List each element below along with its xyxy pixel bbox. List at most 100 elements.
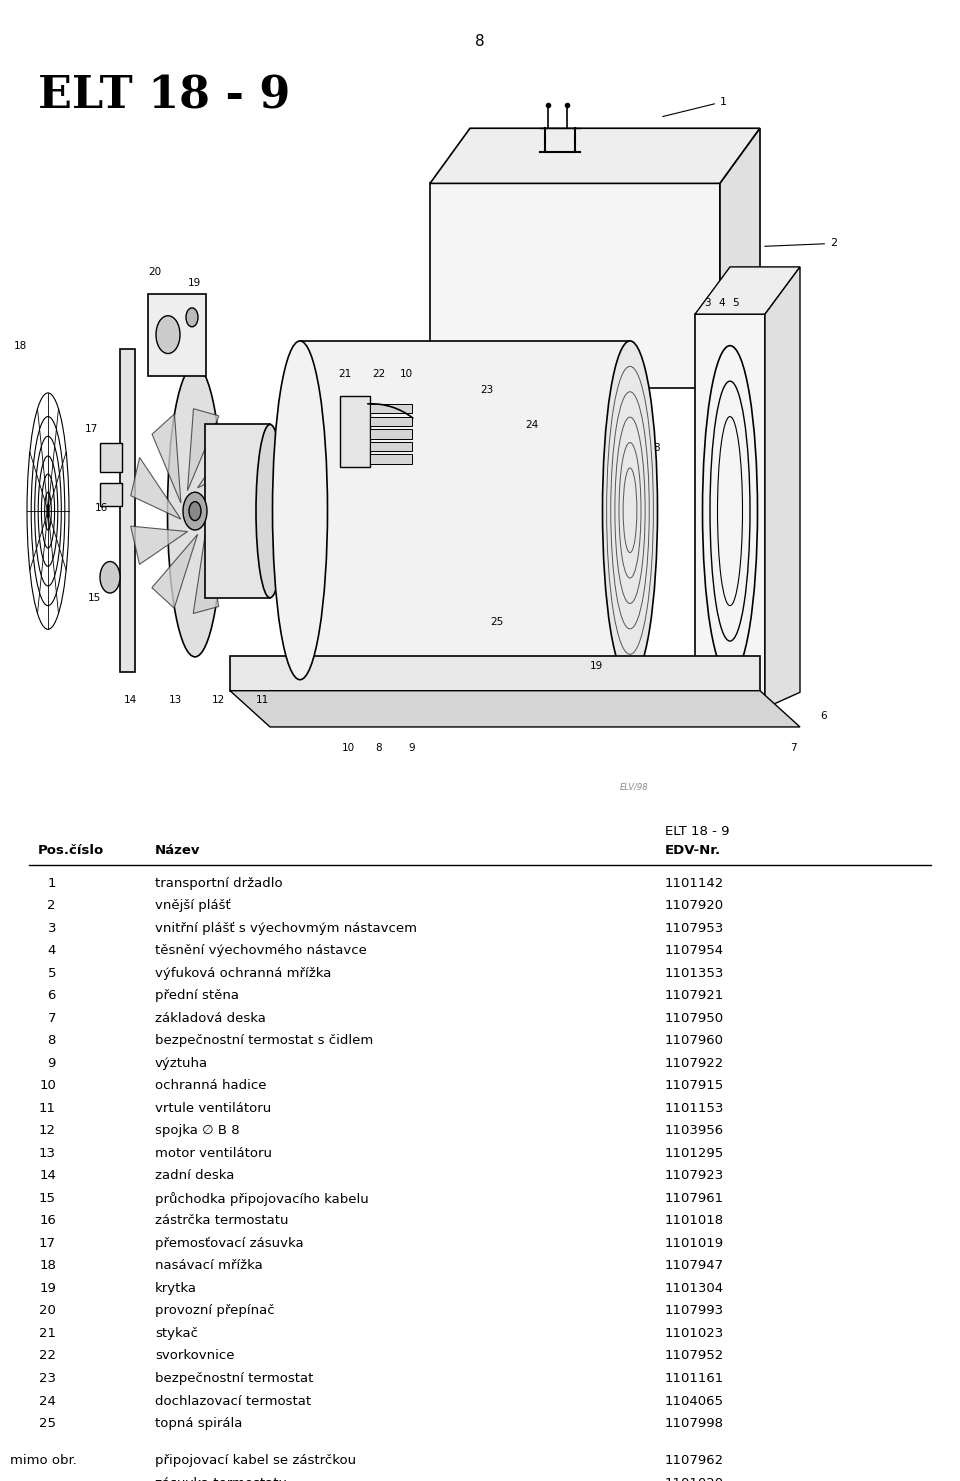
Text: 1101018: 1101018 (665, 1214, 724, 1228)
Polygon shape (152, 415, 180, 504)
Bar (370, 441, 412, 452)
Text: 1101295: 1101295 (665, 1146, 724, 1160)
Text: 18: 18 (39, 1259, 56, 1272)
Text: spojka ∅ B 8: spojka ∅ B 8 (155, 1124, 240, 1137)
Text: EDV-Nr.: EDV-Nr. (665, 844, 721, 857)
Polygon shape (720, 129, 760, 388)
Text: 20: 20 (39, 1305, 56, 1318)
Text: výfuková ochranná mřížka: výfuková ochranná mřížka (155, 967, 331, 980)
Text: 6: 6 (48, 989, 56, 1003)
Text: 23: 23 (480, 385, 493, 395)
Polygon shape (131, 526, 187, 564)
Polygon shape (210, 511, 252, 591)
Text: topná spirála: topná spirála (155, 1417, 242, 1431)
Text: 16: 16 (95, 504, 108, 512)
Text: 23: 23 (39, 1371, 56, 1385)
Bar (205, 425, 270, 598)
Text: 8: 8 (475, 34, 485, 49)
Text: 25: 25 (39, 1417, 56, 1431)
Text: 1101161: 1101161 (665, 1371, 724, 1385)
Polygon shape (430, 129, 760, 184)
Bar (695, 314, 765, 708)
Text: 1107962: 1107962 (665, 1454, 724, 1468)
Bar (230, 656, 760, 690)
Text: 1: 1 (662, 96, 727, 117)
Text: 1107998: 1107998 (665, 1417, 724, 1431)
Ellipse shape (603, 341, 658, 680)
Text: 14: 14 (39, 1170, 56, 1182)
Text: 10: 10 (39, 1080, 56, 1093)
Polygon shape (193, 526, 219, 613)
Text: 2: 2 (47, 899, 56, 912)
Bar (100, 443, 122, 472)
Text: 21: 21 (39, 1327, 56, 1340)
Text: 1107952: 1107952 (665, 1349, 724, 1363)
Circle shape (189, 502, 201, 520)
Text: 1107961: 1107961 (665, 1192, 724, 1206)
Polygon shape (695, 267, 800, 314)
Text: 5: 5 (47, 967, 56, 980)
Bar (370, 404, 412, 413)
Text: 1103956: 1103956 (665, 1124, 724, 1137)
Text: přední stěna: přední stěna (155, 989, 239, 1003)
Bar (370, 455, 412, 464)
Text: 22: 22 (39, 1349, 56, 1363)
Text: dochlazovací termostat: dochlazovací termostat (155, 1395, 311, 1407)
Text: krytka: krytka (155, 1283, 197, 1294)
Text: 24: 24 (525, 419, 539, 429)
Text: 2: 2 (765, 238, 837, 249)
Text: 1107950: 1107950 (665, 1012, 724, 1025)
Text: Pos.číslo: Pos.číslo (38, 844, 105, 857)
Text: 1107920: 1107920 (665, 899, 724, 912)
Circle shape (156, 315, 180, 354)
Text: zadní deska: zadní deska (155, 1170, 234, 1182)
Text: 4: 4 (48, 945, 56, 957)
Circle shape (183, 492, 207, 530)
Text: ELV/98: ELV/98 (620, 783, 649, 792)
Text: svorkovnice: svorkovnice (155, 1349, 234, 1363)
Bar (430, 184, 720, 388)
Text: 8: 8 (653, 443, 660, 453)
Text: základová deska: základová deska (155, 1012, 266, 1025)
Text: 1107953: 1107953 (665, 921, 724, 935)
Text: 3: 3 (47, 921, 56, 935)
Text: 1101019: 1101019 (665, 1237, 724, 1250)
Text: 10: 10 (342, 742, 355, 752)
Text: 1101142: 1101142 (665, 877, 724, 890)
Polygon shape (187, 409, 219, 490)
Text: 19: 19 (39, 1283, 56, 1294)
Text: 19: 19 (590, 661, 603, 671)
Text: stykač: stykač (155, 1327, 198, 1340)
Text: Název: Název (155, 844, 201, 857)
Text: 4: 4 (718, 298, 725, 308)
Text: 22: 22 (372, 369, 385, 379)
Text: 6: 6 (820, 711, 827, 721)
Circle shape (100, 561, 120, 592)
Text: mimo obr.: mimo obr. (10, 1454, 77, 1468)
Text: 12: 12 (211, 695, 225, 705)
Text: 7: 7 (790, 742, 797, 752)
Text: 9: 9 (408, 742, 415, 752)
Text: 13: 13 (39, 1146, 56, 1160)
Text: 3: 3 (704, 298, 710, 308)
Text: 1104065: 1104065 (665, 1395, 724, 1407)
Text: 15: 15 (39, 1192, 56, 1206)
Text: bezpečnostní termostat: bezpečnostní termostat (155, 1371, 313, 1385)
Text: připojovací kabel se zástrčkou: připojovací kabel se zástrčkou (155, 1454, 356, 1468)
Text: 13: 13 (168, 695, 181, 705)
Ellipse shape (256, 425, 284, 598)
Polygon shape (765, 267, 800, 708)
Text: 1107923: 1107923 (665, 1170, 724, 1182)
Text: 10: 10 (400, 369, 413, 379)
Text: zástrčka termostatu: zástrčka termostatu (155, 1214, 289, 1228)
Text: 25: 25 (490, 616, 503, 626)
Text: 18: 18 (14, 341, 27, 351)
Text: 11: 11 (39, 1102, 56, 1115)
Text: 11: 11 (255, 695, 269, 705)
Text: provozní přepínač: provozní přepínač (155, 1305, 275, 1318)
Text: vrtule ventilátoru: vrtule ventilátoru (155, 1102, 272, 1115)
Text: 16: 16 (39, 1214, 56, 1228)
Ellipse shape (273, 341, 327, 680)
Bar (340, 395, 370, 467)
Text: zásuvka termostatu: zásuvka termostatu (155, 1477, 287, 1481)
